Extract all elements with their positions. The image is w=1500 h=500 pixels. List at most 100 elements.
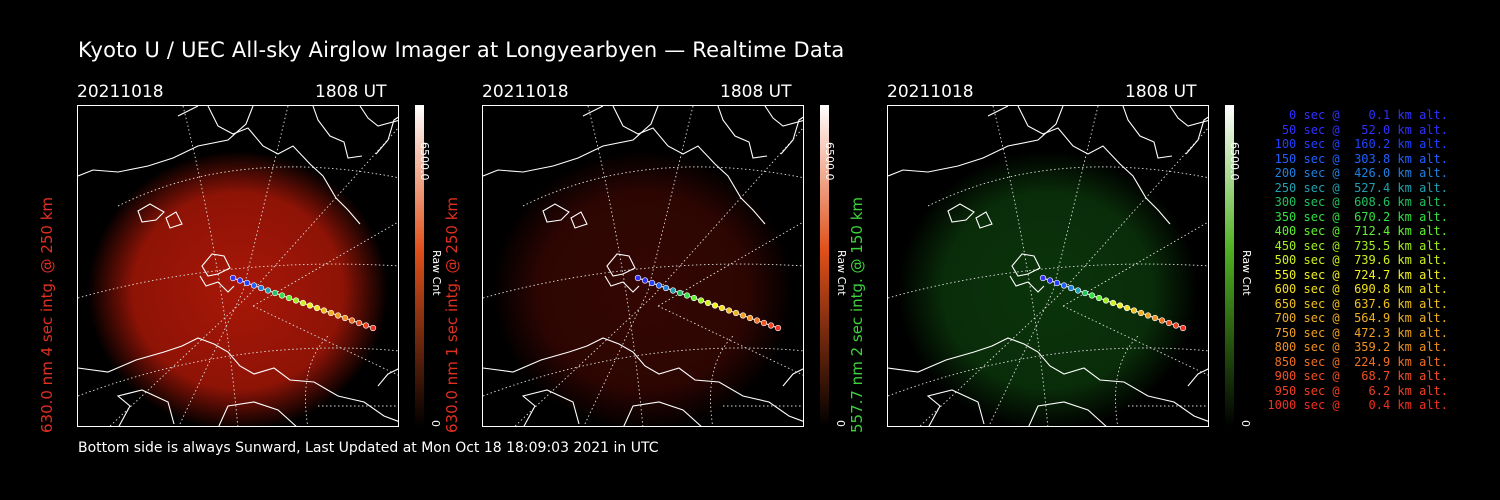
legend-row: 350 sec @ 670.2 km alt. (1267, 209, 1448, 224)
coastlines (78, 106, 398, 426)
trajectory-point (1130, 307, 1138, 314)
airglow-image (493, 151, 793, 426)
trajectory-point (1081, 289, 1089, 297)
allsky-map (77, 105, 399, 427)
imager-panel-2: 20211018 1808 UT 630.0 nm 1 sec intg. @ … (443, 80, 902, 433)
legend-row: 600 sec @ 690.8 km alt. (1267, 282, 1448, 296)
legend-row: 850 sec @ 224.9 km alt. (1267, 354, 1448, 369)
trajectory-point (334, 312, 342, 319)
legend-row: 950 sec @ 6.2 km alt. (1267, 383, 1448, 398)
legend-row: 450 sec @ 735.5 km alt. (1267, 238, 1448, 253)
colorbar (820, 105, 829, 427)
legend-row: 250 sec @ 527.4 km alt. (1267, 180, 1448, 195)
trajectory-point (271, 289, 279, 297)
trajectory-point (299, 299, 307, 307)
trajectory-point (369, 324, 377, 332)
panel-side-label: 557.7 nm 2 sec intg. @ 150 km (848, 196, 866, 434)
trajectory-legend: 0 sec @ 0.1 km alt. 50 sec @ 52.0 km alt… (1262, 108, 1448, 413)
trajectory-point (704, 299, 712, 307)
trajectory-point (1053, 279, 1061, 287)
trajectory-point (243, 279, 251, 287)
panel-time: 1808 UT (1125, 82, 1197, 102)
trajectory-point (718, 304, 726, 312)
trajectory-point (1179, 324, 1187, 332)
trajectory-point (320, 307, 328, 314)
panel-date: 20211018 (887, 82, 974, 102)
legend-row: 50 sec @ 52.0 km alt. (1267, 122, 1448, 137)
trajectory-point (1067, 284, 1075, 292)
colorbar (1225, 105, 1234, 427)
trajectory-point (278, 292, 286, 299)
trajectory-point (355, 319, 363, 327)
legend-row: 550 sec @ 724.7 km alt. (1267, 267, 1448, 282)
trajectory-point (767, 322, 775, 329)
page-title: Kyoto U / UEC All-sky Airglow Imager at … (78, 38, 845, 62)
panel-time: 1808 UT (315, 82, 387, 102)
legend-row: 200 sec @ 426.0 km alt. (1267, 166, 1448, 180)
trajectory-point (229, 274, 237, 282)
colorbar (415, 105, 424, 427)
panel-date: 20211018 (482, 82, 569, 102)
legend-row: 800 sec @ 359.2 km alt. (1267, 340, 1448, 354)
airglow-image (898, 151, 1198, 426)
legend-row: 700 sec @ 564.9 km alt. (1267, 311, 1448, 325)
imager-panel-3: 20211018 1808 UT 557.7 nm 2 sec intg. @ … (848, 80, 1307, 433)
graticule (483, 106, 803, 426)
airglow-image (88, 151, 388, 426)
trajectory-point (348, 317, 356, 324)
trajectory-point (746, 314, 754, 322)
trajectory-point (676, 289, 684, 297)
trajectory-point (1144, 312, 1152, 319)
trajectory-point (285, 294, 293, 302)
trajectory-point (236, 277, 244, 284)
trajectory-point (690, 294, 698, 302)
trajectory-point (1151, 314, 1159, 322)
trajectory-point (725, 307, 733, 314)
colorbar-min: 0 (834, 420, 847, 427)
trajectory-point (1095, 294, 1103, 302)
legend-row: 900 sec @ 68.7 km alt. (1267, 369, 1448, 383)
trajectory-point (1109, 299, 1117, 307)
panel-time: 1808 UT (720, 82, 792, 102)
trajectory-point (341, 314, 349, 322)
legend-row: 650 sec @ 637.6 km alt. (1267, 296, 1448, 311)
legend-row: 500 sec @ 739.6 km alt. (1267, 253, 1448, 267)
trajectory-point (250, 282, 258, 289)
colorbar-max: 6500.0 (418, 142, 431, 181)
trajectory-point (732, 309, 740, 317)
legend-row: 300 sec @ 608.6 km alt. (1267, 195, 1448, 209)
trajectory-point (1158, 317, 1166, 324)
coastlines (483, 106, 803, 426)
trajectory-point (1088, 292, 1096, 299)
allsky-map (482, 105, 804, 427)
trajectory-point (362, 322, 370, 329)
legend-row: 1000 sec @ 0.4 km alt. (1267, 398, 1448, 412)
trajectory-point (264, 287, 272, 294)
allsky-map (887, 105, 1209, 427)
graticule (888, 106, 1208, 426)
trajectory-point (760, 319, 768, 327)
colorbar-unit: Raw Cnt (1240, 250, 1253, 296)
panel-date: 20211018 (77, 82, 164, 102)
trajectory-point (1137, 309, 1145, 317)
footer-note: Bottom side is always Sunward, Last Upda… (78, 440, 659, 456)
colorbar-min: 0 (429, 420, 442, 427)
trajectory-point (669, 287, 677, 294)
trajectory-point (327, 309, 335, 317)
trajectory-point (662, 284, 670, 292)
legend-row: 0 sec @ 0.1 km alt. (1267, 108, 1448, 122)
graticule (78, 106, 398, 426)
trajectory-point (774, 324, 782, 332)
imager-panel-1: 20211018 1808 UT 630.0 nm 4 sec intg. @ … (38, 80, 497, 433)
trajectory-point (753, 317, 761, 324)
trajectory-point (1102, 297, 1110, 304)
colorbar-max: 6500.0 (1228, 142, 1241, 181)
trajectory-point (655, 282, 663, 289)
panel-side-label: 630.0 nm 4 sec intg. @ 250 km (38, 196, 56, 434)
trajectory-point (306, 302, 314, 309)
colorbar-max: 6500.0 (823, 142, 836, 181)
trajectory-point (1074, 287, 1082, 294)
trajectory-point (739, 312, 747, 319)
trajectory-point (1123, 304, 1131, 312)
legend-row: 100 sec @ 160.2 km alt. (1267, 137, 1448, 151)
